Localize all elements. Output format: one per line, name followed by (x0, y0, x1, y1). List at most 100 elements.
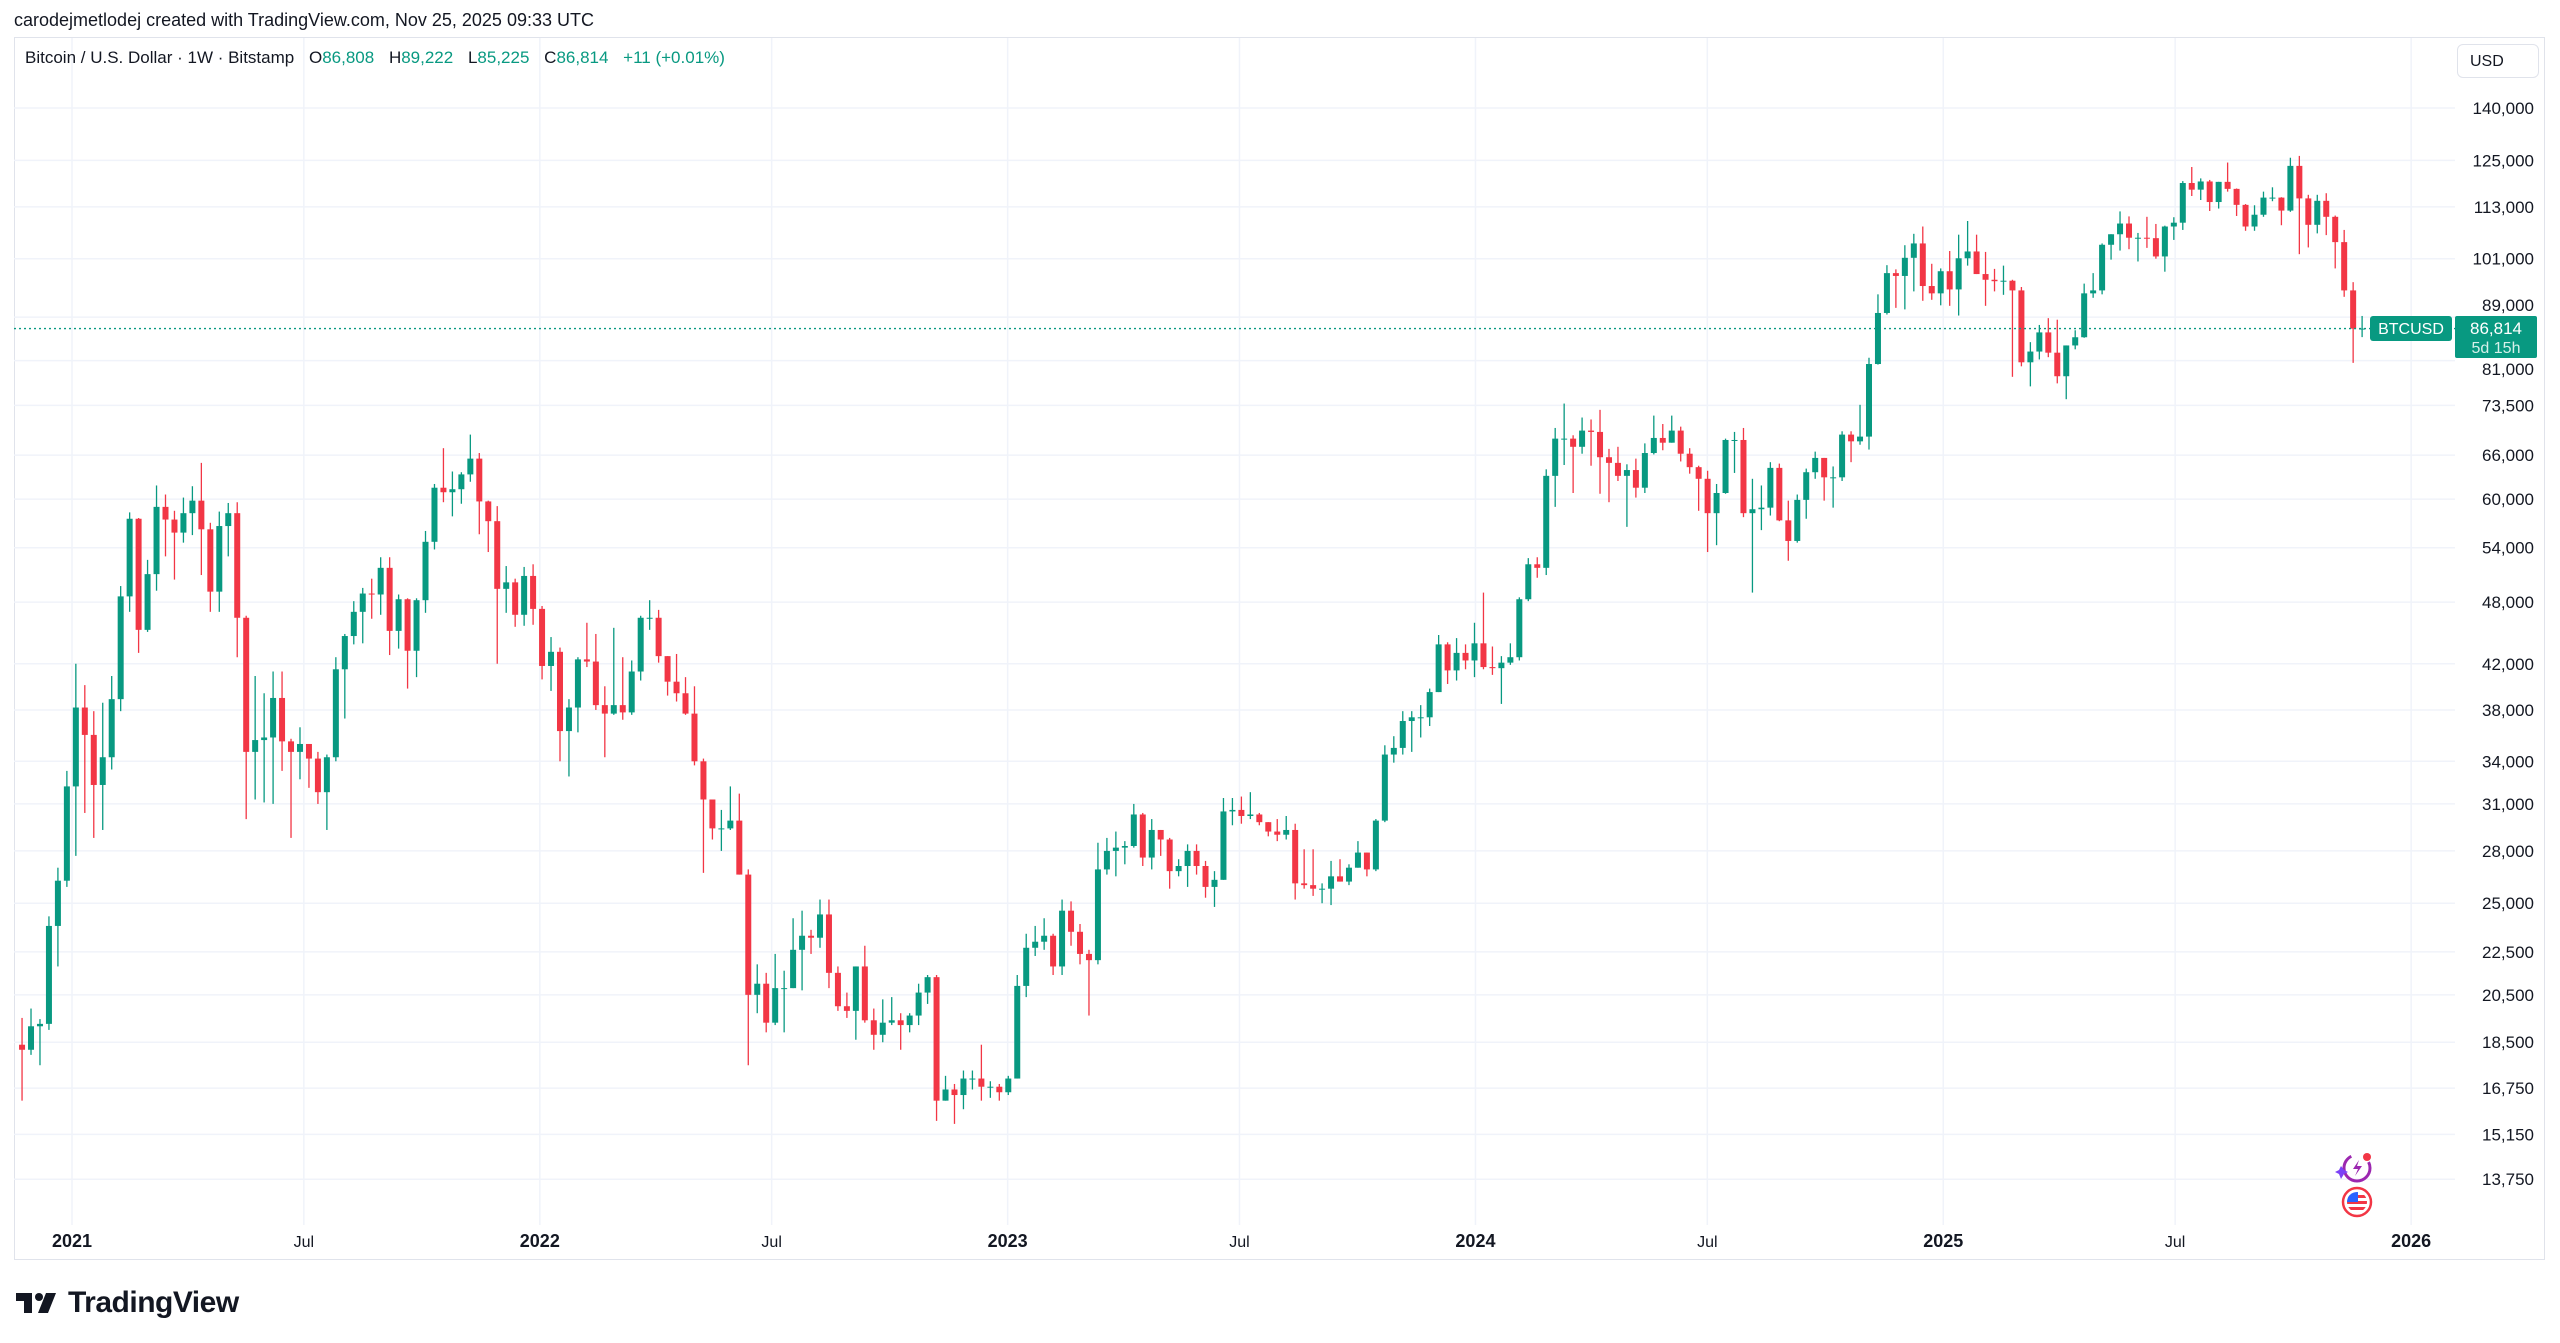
candle (2224, 162, 2231, 192)
candle-body (279, 697, 286, 742)
candle-body (305, 743, 312, 759)
candle (1274, 819, 1281, 842)
candle (1247, 792, 1254, 820)
candle (1552, 427, 1559, 507)
candle (1471, 622, 1478, 678)
candle (117, 586, 124, 712)
candle (2143, 216, 2150, 248)
candle-body (323, 757, 330, 793)
candle-body (1059, 910, 1066, 967)
candle (1722, 438, 1729, 494)
candle (81, 685, 88, 813)
candle (2215, 181, 2222, 209)
candle (1462, 644, 1469, 670)
candle (162, 494, 169, 557)
candle-body (90, 734, 97, 785)
candle-body (996, 1086, 1003, 1093)
candle-body (1928, 286, 1935, 294)
candle (323, 754, 330, 830)
candle (1973, 234, 1980, 275)
candle-body (1704, 478, 1711, 514)
chart-caption: carodejmetlodej created with TradingView… (14, 10, 594, 30)
candle-body (2251, 214, 2258, 227)
price-tick-label: 60,000 (2482, 490, 2534, 509)
candle-body (852, 966, 859, 1011)
tradingview-logo[interactable]: TradingView (16, 1286, 239, 1320)
candle-body (243, 617, 250, 752)
open-value: 86,808 (322, 48, 375, 67)
candle (664, 656, 671, 696)
candle (1068, 901, 1075, 946)
candle (1426, 688, 1433, 727)
candle-body (906, 1015, 913, 1026)
candle-body (861, 966, 868, 1021)
candle-body (2000, 280, 2007, 282)
candle-body (2099, 244, 2106, 291)
candle-body (1579, 430, 1586, 447)
candle (2161, 225, 2168, 272)
candle-body (2143, 237, 2150, 239)
candle-body (628, 671, 635, 713)
high-label: H (388, 48, 402, 67)
candle (1704, 470, 1711, 553)
candle-body (288, 741, 295, 752)
candle (2332, 215, 2339, 269)
candle (736, 793, 743, 875)
candle (682, 677, 689, 715)
candle (314, 751, 321, 804)
candle (1848, 431, 1855, 463)
candle-body (2287, 165, 2294, 211)
candle-body (583, 659, 590, 662)
candle-body (296, 743, 303, 752)
candle-body (933, 977, 940, 1101)
candle-body (825, 914, 832, 973)
time-tick-label: Jul (294, 1234, 314, 1251)
candle-body (2134, 237, 2141, 239)
candle (808, 929, 815, 954)
candle (243, 615, 250, 820)
candle-body (1471, 643, 1478, 661)
candle-body (1372, 820, 1379, 870)
change-value: +11 (+0.01%) (623, 48, 725, 67)
candle-body (467, 458, 474, 475)
candle-body (503, 582, 510, 589)
time-tick-label: Jul (1229, 1234, 1249, 1251)
candle (45, 916, 52, 1030)
candle-body (476, 458, 483, 502)
candle (1919, 226, 1926, 301)
tradingview-logo-icon (16, 1293, 56, 1313)
candle (2278, 197, 2285, 226)
candle (1444, 642, 1451, 684)
candle (1677, 426, 1684, 462)
candle (1238, 796, 1245, 824)
candle (1937, 268, 1944, 306)
candle (1220, 798, 1227, 880)
candle (565, 699, 572, 777)
symbol-title[interactable]: Bitcoin / U.S. Dollar · 1W · Bitstamp (25, 48, 295, 67)
candle-body (736, 820, 743, 875)
candle-body (1534, 564, 1541, 568)
candle (288, 738, 295, 838)
candle-body (225, 513, 232, 527)
candle-body (915, 992, 922, 1016)
currency-button[interactable]: USD (2457, 44, 2539, 78)
time-tick-label: Jul (2165, 1234, 2185, 1251)
candle (1614, 446, 1621, 482)
candle-body (189, 500, 196, 514)
candle-body (1319, 888, 1326, 890)
candle (476, 453, 483, 535)
price-tick-label: 73,500 (2482, 396, 2534, 415)
candle-body (1112, 847, 1119, 851)
candle-body (2117, 223, 2124, 235)
candle-body (1417, 717, 1424, 719)
candle-body (1892, 273, 1899, 276)
candle-body (2126, 223, 2132, 238)
candle (2126, 216, 2132, 250)
candle-body (2242, 204, 2249, 227)
candle (521, 566, 528, 626)
candle-body (1489, 667, 1496, 669)
candle (512, 578, 519, 627)
candle-body (2009, 280, 2016, 291)
candle-body (1507, 657, 1514, 663)
